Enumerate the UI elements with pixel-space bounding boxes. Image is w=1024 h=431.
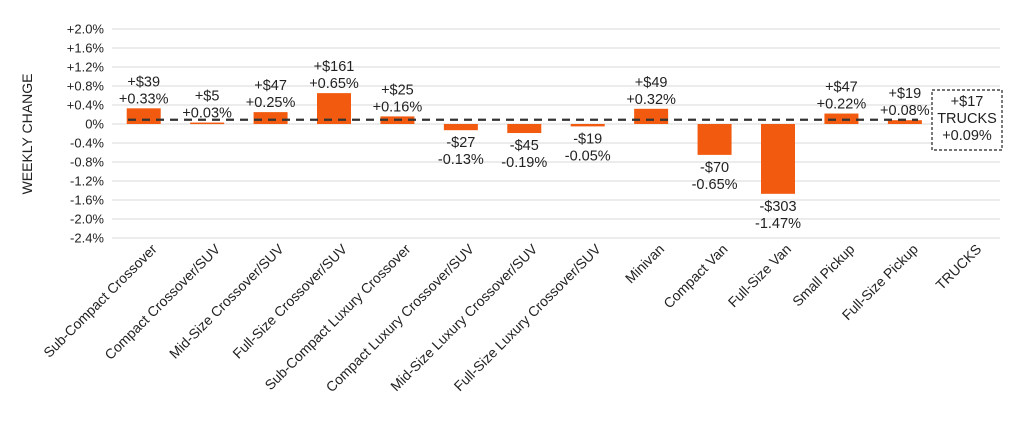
bar <box>570 124 605 127</box>
trucks-label-dollar: +$17 <box>951 94 984 110</box>
gridlines <box>112 28 1000 239</box>
data-label-dollar: +$5 <box>195 89 220 105</box>
y-tick-label: -2.4% <box>70 231 104 246</box>
y-tick-label: -2.0% <box>70 212 104 227</box>
x-category-label: Compact Crossover/SUV <box>101 240 223 362</box>
data-label-pct: +0.08% <box>880 103 930 119</box>
y-tick-label: -1.2% <box>70 174 104 189</box>
x-category-label: Compact Van <box>660 241 731 312</box>
data-label-pct: +0.16% <box>373 99 423 115</box>
data-label-dollar: +$161 <box>314 59 355 75</box>
x-category-label: Small Pickup <box>789 241 858 310</box>
y-tick-label: +0.4% <box>67 98 105 113</box>
data-label-pct: -1.47% <box>755 216 801 232</box>
data-label-pct: -0.13% <box>438 152 484 168</box>
bar <box>761 124 795 194</box>
trucks-label-name: TRUCKS <box>937 111 997 127</box>
bar <box>253 112 288 124</box>
y-tick-label: -1.6% <box>70 193 104 208</box>
data-label-pct: +0.25% <box>246 95 296 111</box>
data-label-pct: +0.03% <box>182 106 232 122</box>
bar <box>507 124 542 134</box>
data-label-pct: -0.19% <box>501 155 547 171</box>
data-label-dollar: +$47 <box>825 80 858 96</box>
bar <box>824 113 859 124</box>
bar <box>697 124 732 155</box>
x-category-label: TRUCKS <box>932 241 984 293</box>
x-category-label: Sub-Compact Crossover <box>40 241 160 361</box>
bar <box>887 120 922 124</box>
bar <box>190 122 225 125</box>
data-label-dollar: +$47 <box>254 78 287 94</box>
bar <box>126 108 161 124</box>
data-label-dollar: -$45 <box>510 138 539 154</box>
y-tick-label: +1.6% <box>67 41 105 56</box>
data-label-pct: +0.32% <box>626 92 676 108</box>
x-category-label: Mid-Size Crossover/SUV <box>166 240 287 361</box>
trucks-label-pct: +0.09% <box>942 128 992 144</box>
data-label-dollar: +$39 <box>127 74 160 90</box>
y-tick-label: -0.4% <box>70 136 104 151</box>
data-label-dollar: -$70 <box>700 160 729 176</box>
data-label-dollar: +$25 <box>381 82 414 98</box>
x-category-label: Full-Size Crossover/SUV <box>229 240 350 361</box>
data-label-pct: -0.65% <box>692 177 738 193</box>
y-axis-title: WEEKLY CHANGE <box>19 74 35 195</box>
data-label-pct: +0.33% <box>119 91 169 107</box>
y-tick-label: +2.0% <box>67 22 105 37</box>
x-category-label: Minivan <box>622 241 667 286</box>
data-label-pct: -0.05% <box>565 148 611 164</box>
y-tick-label: +1.2% <box>67 60 105 75</box>
bar <box>634 108 669 124</box>
data-label-dollar: -$27 <box>446 135 475 151</box>
data-label-dollar: +$49 <box>635 75 668 91</box>
bar <box>443 124 478 131</box>
data-label-dollar: -$303 <box>759 199 796 215</box>
trucks-label-box <box>931 89 1003 151</box>
data-label-pct: +0.65% <box>309 76 359 92</box>
x-category-label: Full-Size Van <box>725 241 794 310</box>
y-tick-label: +0.8% <box>67 79 105 94</box>
data-label-pct: +0.22% <box>817 97 867 113</box>
y-tick-label: -0.8% <box>70 155 104 170</box>
data-label-dollar: +$19 <box>889 86 922 102</box>
y-axis-ticks: +2.0% +1.6% +1.2% +0.8% +0.4% 0% -0.4% -0.8% -1.… <box>67 22 105 246</box>
data-label-dollar: -$19 <box>573 131 602 147</box>
y-tick-label: 0% <box>85 117 104 132</box>
data-labels: +0.33%+$39+0.03%+$5 +0.25%+$47 +0.65%+$161… <box>119 59 1003 232</box>
